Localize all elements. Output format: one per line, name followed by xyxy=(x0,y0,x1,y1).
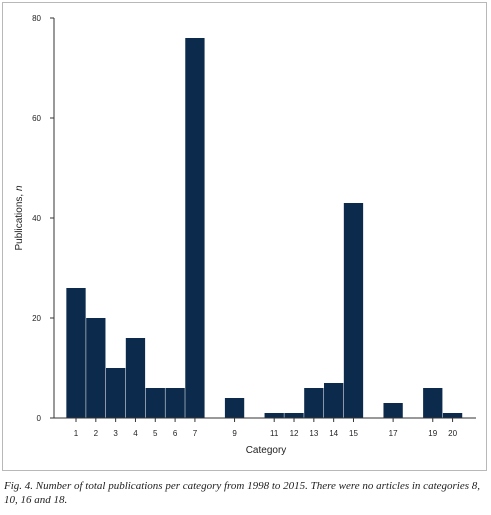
x-tick-label: 14 xyxy=(329,429,338,438)
bar-category-12 xyxy=(284,413,304,418)
y-axis-ticks: 0 20 40 60 80 xyxy=(32,14,54,423)
x-tick-label: 4 xyxy=(133,429,138,438)
x-tick-label: 12 xyxy=(290,429,299,438)
x-tick-label: 1 xyxy=(74,429,79,438)
x-axis-title: Category xyxy=(246,445,287,456)
bar-category-1 xyxy=(66,288,86,418)
x-tick-label: 19 xyxy=(428,429,437,438)
bar-category-14 xyxy=(324,383,344,418)
bar-category-5 xyxy=(145,388,165,418)
x-tick-label: 17 xyxy=(389,429,398,438)
figure-caption: Fig. 4. Number of total publications per… xyxy=(4,480,481,506)
x-axis-ticks: 1 2 3 4 5 6 7 9 11 12 13 14 15 17 19 20 xyxy=(74,418,458,438)
x-tick-label: 6 xyxy=(173,429,178,438)
y-tick-label: 60 xyxy=(32,114,41,123)
bar-category-20 xyxy=(442,413,463,418)
bar-category-2 xyxy=(86,318,106,418)
x-tick-label: 15 xyxy=(349,429,358,438)
y-tick-label: 20 xyxy=(32,314,41,323)
bar-category-9 xyxy=(224,398,245,418)
x-tick-label: 7 xyxy=(193,429,198,438)
x-tick-label: 5 xyxy=(153,429,158,438)
bar-category-19 xyxy=(423,388,443,418)
x-tick-label: 3 xyxy=(113,429,118,438)
bar-category-11 xyxy=(264,413,284,418)
bar-category-13 xyxy=(304,388,324,418)
x-tick-label: 11 xyxy=(270,429,279,438)
x-tick-label: 9 xyxy=(232,429,237,438)
x-tick-label: 13 xyxy=(309,429,318,438)
bar-category-4 xyxy=(125,338,146,418)
x-tick-label: 2 xyxy=(94,429,99,438)
bars-group xyxy=(66,38,463,418)
y-axis-title: Publications, n xyxy=(14,185,25,250)
bar-category-17 xyxy=(383,403,403,418)
bar-category-6 xyxy=(165,388,185,418)
y-tick-label: 80 xyxy=(32,14,41,23)
figure-frame xyxy=(2,2,487,471)
bar-category-3 xyxy=(105,368,126,418)
y-tick-label: 40 xyxy=(32,214,41,223)
bar-category-7 xyxy=(185,38,205,418)
y-tick-label: 0 xyxy=(37,414,42,423)
bar-category-15 xyxy=(343,203,364,418)
x-tick-label: 20 xyxy=(448,429,457,438)
